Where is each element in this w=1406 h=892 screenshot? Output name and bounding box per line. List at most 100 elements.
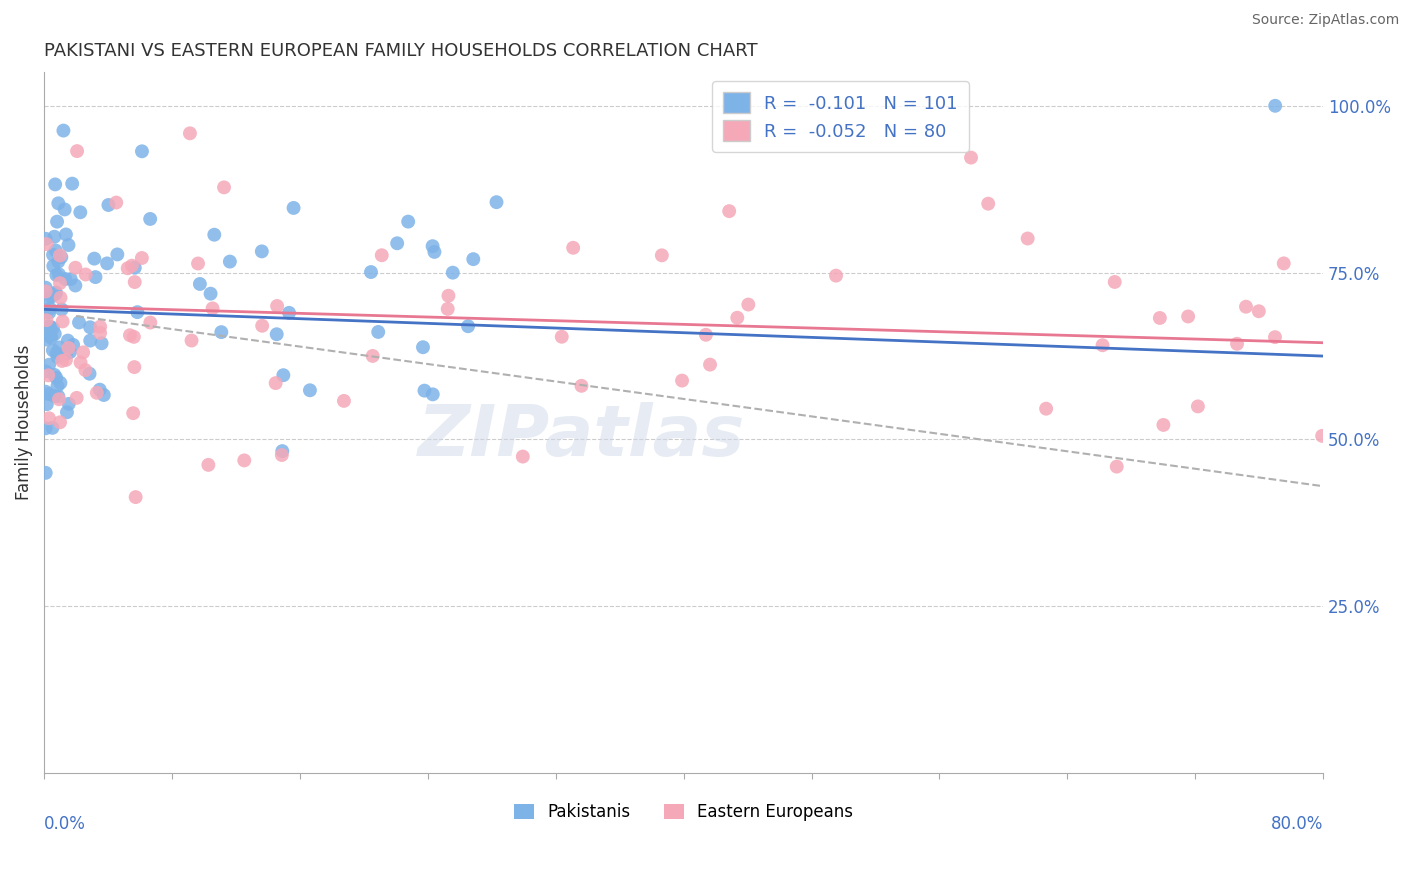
Point (62, 338, 84, 352)
Point (35, 232, 58, 246)
Point (457, 319, 479, 334)
Point (1152, 417, 1174, 432)
Point (127, 305, 149, 319)
Point (51, 250, 73, 264)
Text: ZIPatlas: ZIPatlas (418, 402, 745, 471)
Point (1177, 310, 1199, 324)
Point (422, 387, 444, 401)
Point (283, 201, 305, 215)
Point (463, 252, 485, 267)
Point (1272, 256, 1295, 270)
Point (39, 319, 62, 334)
Point (124, 275, 146, 289)
Point (35, 280, 58, 294)
Point (83, 252, 105, 266)
Point (671, 374, 693, 388)
Point (35, 313, 58, 327)
Point (45, 370, 67, 384)
Point (825, 268, 848, 283)
Point (264, 376, 287, 390)
Point (41, 421, 63, 435)
Point (75, 363, 97, 377)
Point (361, 349, 384, 363)
Point (250, 318, 273, 333)
Point (97, 198, 120, 212)
Point (75, 268, 97, 282)
Point (396, 214, 419, 228)
Point (1091, 338, 1114, 352)
Point (55, 353, 77, 368)
Point (44, 326, 66, 341)
Point (35, 237, 58, 252)
Point (44, 229, 66, 244)
Point (212, 180, 235, 194)
Point (121, 259, 143, 273)
Point (66, 391, 89, 405)
Point (45, 244, 67, 258)
Point (122, 406, 145, 420)
Point (266, 299, 288, 313)
Point (65, 260, 87, 275)
Point (197, 458, 219, 472)
Point (187, 256, 209, 270)
Point (1264, 330, 1286, 344)
Point (42, 259, 65, 273)
Point (423, 244, 446, 259)
Point (124, 490, 146, 504)
Point (209, 325, 232, 339)
Point (35, 421, 58, 435)
Point (39, 301, 62, 316)
Point (385, 236, 408, 251)
Point (1104, 275, 1126, 289)
Point (65, 278, 87, 293)
Point (367, 325, 389, 339)
Point (737, 297, 759, 311)
Point (46, 196, 69, 211)
Point (39, 331, 62, 345)
Point (86, 385, 108, 400)
Point (35, 466, 58, 480)
Point (38, 291, 60, 305)
Text: 80.0%: 80.0% (1271, 815, 1323, 833)
Point (718, 204, 741, 219)
Point (37, 319, 59, 334)
Point (49, 376, 72, 390)
Point (59, 272, 82, 286)
Point (51, 354, 73, 368)
Point (79, 334, 101, 348)
Point (180, 334, 202, 348)
Point (67, 316, 90, 330)
Point (84, 270, 107, 285)
Point (38, 411, 60, 425)
Point (1187, 400, 1209, 414)
Point (250, 244, 273, 259)
Y-axis label: Family Households: Family Households (15, 345, 32, 500)
Text: PAKISTANI VS EASTERN EUROPEAN FAMILY HOUSEHOLDS CORRELATION CHART: PAKISTANI VS EASTERN EUROPEAN FAMILY HOU… (44, 42, 758, 60)
Point (48, 268, 70, 282)
Point (131, 251, 153, 265)
Point (69, 205, 91, 219)
Point (1234, 300, 1257, 314)
Point (422, 239, 444, 253)
Point (413, 384, 436, 398)
Point (188, 277, 211, 291)
Point (35, 364, 58, 378)
Point (105, 195, 128, 210)
Point (89, 383, 111, 397)
Point (1264, 99, 1286, 113)
Point (271, 444, 294, 458)
Point (333, 393, 356, 408)
Point (118, 328, 141, 343)
Point (122, 330, 145, 344)
Point (273, 368, 295, 383)
Point (124, 260, 146, 275)
Point (51, 302, 73, 317)
Point (37, 368, 59, 383)
Point (66, 144, 89, 158)
Point (55, 227, 77, 242)
Point (89, 326, 111, 340)
Point (437, 289, 460, 303)
Point (960, 151, 983, 165)
Point (49, 415, 72, 429)
Point (38, 358, 60, 372)
